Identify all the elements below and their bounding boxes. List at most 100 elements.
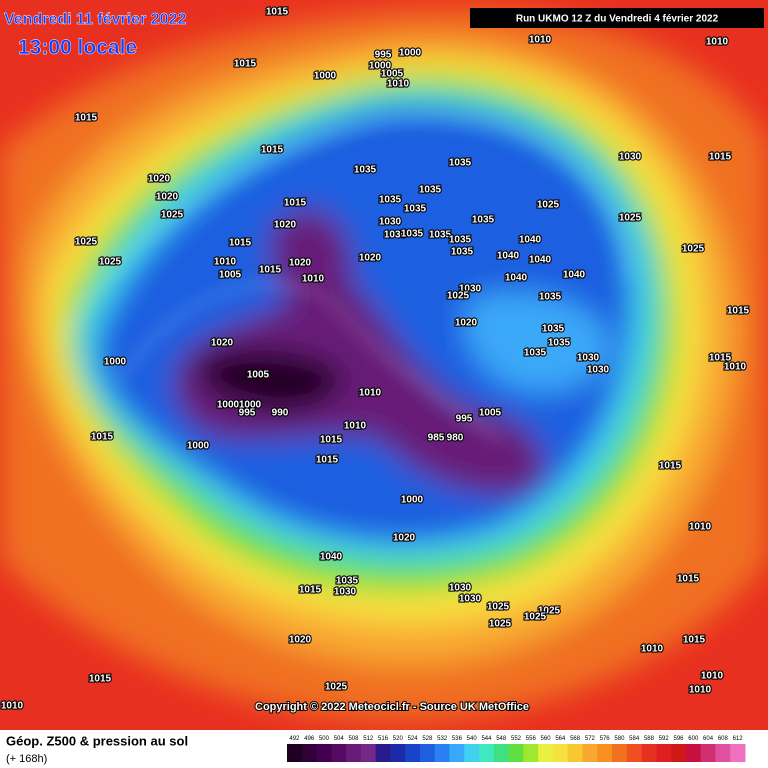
isobar-label: 1040 bbox=[529, 255, 552, 266]
colorbar-label: 564 bbox=[555, 736, 566, 742]
isobar-label: 1015 bbox=[261, 145, 284, 156]
isobar-label: 1015 bbox=[266, 7, 289, 18]
colorbar-label: 520 bbox=[393, 736, 404, 742]
isobar-label: 1025 bbox=[682, 244, 705, 255]
colorbar-swatch bbox=[552, 744, 569, 762]
isobar-label: 1040 bbox=[497, 251, 520, 262]
forecast-time: 13:00 locale bbox=[18, 36, 137, 59]
colorbar-label: 540 bbox=[467, 736, 478, 742]
isobar-label: 1040 bbox=[320, 552, 343, 563]
colorbar-swatch bbox=[287, 744, 303, 762]
colorbar-label: 596 bbox=[674, 736, 685, 742]
isobar-label: 1030 bbox=[577, 353, 600, 364]
colorbar-label: 496 bbox=[304, 736, 315, 742]
colorbar-swatch bbox=[464, 744, 480, 762]
isobar-label: 1040 bbox=[519, 235, 542, 246]
colorbar-label: 508 bbox=[348, 736, 359, 742]
isobar-label: 1035 bbox=[379, 195, 402, 206]
isobar-label: 1020 bbox=[289, 635, 312, 646]
isobar-label: 1000 bbox=[369, 61, 392, 72]
isobar-label: 1015 bbox=[709, 353, 732, 364]
isobar-label: 1020 bbox=[148, 174, 171, 185]
colorbar-swatch bbox=[508, 744, 524, 762]
legend-title: Géop. Z500 & pression au sol bbox=[6, 733, 188, 748]
colorbar-label: 584 bbox=[629, 736, 640, 742]
colorbar-swatch bbox=[538, 744, 554, 762]
isobar-label: 1020 bbox=[289, 258, 312, 269]
isobar-label: 1005 bbox=[479, 408, 502, 419]
colorbar-swatch bbox=[641, 744, 657, 762]
colorbar-label: 560 bbox=[541, 736, 552, 742]
colorbar-swatch bbox=[671, 744, 687, 762]
isobar-label: 1035 bbox=[524, 348, 547, 359]
isobar-label: 1015 bbox=[229, 238, 252, 249]
isobar-label: 1015 bbox=[91, 432, 114, 443]
colorbar-swatch bbox=[434, 744, 451, 762]
isobar-label: 1025 bbox=[447, 291, 470, 302]
colorbar-label: 528 bbox=[422, 736, 433, 742]
colorbar-swatch bbox=[730, 744, 746, 762]
colorbar-label: 548 bbox=[496, 736, 507, 742]
isobar-label: 1005 bbox=[247, 370, 270, 381]
colorbar-label: 544 bbox=[481, 736, 492, 742]
isobar-label: 1015 bbox=[89, 674, 112, 685]
colorbar-swatch bbox=[700, 744, 716, 762]
isobar-label: 1020 bbox=[393, 533, 416, 544]
isobar-label: 1035 bbox=[542, 324, 565, 335]
isobar-label: 1015 bbox=[234, 59, 257, 70]
isobar-label: 1015 bbox=[259, 265, 282, 276]
isobar-label: 1035 bbox=[449, 158, 472, 169]
isobar-label: 1025 bbox=[161, 210, 184, 221]
isobar-label: 1010 bbox=[359, 388, 382, 399]
colorbar-label: 568 bbox=[570, 736, 581, 742]
isobar-label: 1035 bbox=[449, 235, 472, 246]
colorbar-swatch bbox=[390, 744, 406, 762]
isobar-label: 1000 bbox=[401, 495, 424, 506]
isobar-label: 1015 bbox=[316, 455, 339, 466]
isobar-label: 1000 bbox=[104, 357, 127, 368]
isobar-label: 1000 bbox=[187, 441, 210, 452]
isobar-label: 1010 bbox=[641, 644, 664, 655]
isobar-label: 1010 bbox=[724, 362, 747, 373]
colorbar-label: 592 bbox=[659, 736, 670, 742]
isobar-label: 985 bbox=[428, 433, 445, 444]
isobar-label: 1010 bbox=[529, 35, 552, 46]
colorbar-swatch bbox=[316, 744, 332, 762]
colorbar-swatch bbox=[523, 744, 539, 762]
isobar-label: 1015 bbox=[299, 585, 322, 596]
colorbar-swatch bbox=[331, 744, 347, 762]
isobar-label: 1010 bbox=[387, 79, 410, 90]
isobar-label: 1005 bbox=[219, 270, 242, 281]
colorbar: 492 496 500 504 508 512 516 520 524 528 532 536 540 5… bbox=[287, 736, 746, 762]
colorbar-label: 556 bbox=[526, 736, 537, 742]
isobar-label: 1035 bbox=[548, 338, 571, 349]
isobar-label: 995 bbox=[239, 408, 256, 419]
colorbar-label: 504 bbox=[334, 736, 345, 742]
contours bbox=[59, 115, 631, 441]
colorbar-swatch bbox=[567, 744, 583, 762]
isobar-label: 1000 bbox=[239, 400, 262, 411]
isobar-label: 1015 bbox=[75, 113, 98, 124]
isobar-label: 1000 bbox=[399, 48, 422, 59]
isobar-label: 1020 bbox=[359, 253, 382, 264]
colorbar-label: 516 bbox=[378, 736, 389, 742]
isobar-label: 1035 bbox=[472, 215, 495, 226]
isobar-label: 1035 bbox=[401, 229, 424, 240]
colorbar-swatch bbox=[301, 744, 318, 762]
isobar-label: 1035 bbox=[336, 576, 359, 587]
run-info: Run UKMO 12 Z du Vendredi 4 février 2022 bbox=[516, 14, 719, 25]
colorbar-label: 588 bbox=[644, 736, 655, 742]
isobar-label: 1015 bbox=[727, 306, 750, 317]
colorbar-swatch bbox=[405, 744, 421, 762]
colorbar-swatch bbox=[375, 744, 391, 762]
colorbar-label: 500 bbox=[319, 736, 330, 742]
isobar-label: 1025 bbox=[538, 606, 561, 617]
isobar-label: 1010 bbox=[689, 522, 712, 533]
colorbar-swatch bbox=[612, 744, 628, 762]
isobar-label: 1010 bbox=[214, 257, 237, 268]
colorbar-label: 532 bbox=[437, 736, 448, 742]
isobar-label: 1040 bbox=[505, 273, 528, 284]
